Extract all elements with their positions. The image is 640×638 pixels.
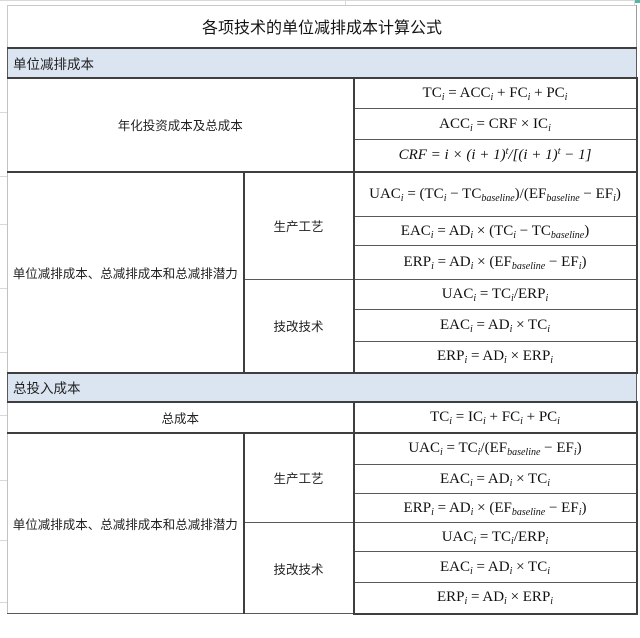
label-retrofit-technology-2: 技改技术 [242,522,354,614]
formula-crf: CRF = i × (i + 1)t/[(i + 1)t − 1] [352,139,638,172]
formula-erp-production-2: ERPi = ADi × (EFbaseline − EFi) [352,493,638,523]
label-production-process-2: 生产工艺 [242,431,354,523]
section-header-total-input-cost: 总投入成本 [6,371,638,403]
formula-eac-retrofit-1: EACi = ADi × TCi [352,309,638,342]
label-retrofit-technology-1: 技改技术 [242,279,354,373]
sheet-top-gridline [0,0,640,1]
formula-eac-production-1: EACi = ADi × (TCi − TCbaseline) [352,216,638,246]
formula-erp-production-1: ERPi = ADi × (EFbaseline − EFi) [352,245,638,280]
formula-table: 各项技术的单位减排成本计算公式 单位减排成本 年化投资成本及总成本 TCi = … [6,5,638,615]
formula-tc-acc: TCi = ACCi + FCi + PCi [352,77,638,109]
formula-erp-retrofit-2: ERPi = ADi × ERPi [352,582,638,615]
formula-eac-production-2: EACi = ADi × TCi [352,464,638,494]
sheet-corner-mark [635,0,640,3]
formula-erp-retrofit-1: ERPi = ADi × ERPi [352,341,638,373]
sheet-row-stub [0,112,7,113]
sheet-column-stub [634,0,635,5]
formula-tc-ic: TCi = ICi + FCi + PCi [352,401,638,433]
label-unit-total-abatement-cost-potential-2: 单位减排成本、总减排成本和总减排潜力 [7,431,244,614]
formula-uac-production-1: UACi = (TCi − TCbaseline)/(EFbaseline − … [352,170,638,217]
label-total-cost: 总成本 [7,401,354,433]
section-header-unit-abatement-cost: 单位减排成本 [6,46,638,79]
page-title: 各项技术的单位减排成本计算公式 [6,5,638,49]
sheet-row-stub [0,288,7,289]
sheet-row-stub [0,480,7,481]
sheet-row-stub [0,602,7,603]
formula-acc-crf: ACCi = CRF × ICi [352,108,638,140]
sheet-row-stub [0,415,7,416]
label-production-process-1: 生产工艺 [242,170,354,280]
sheet-row-stub [0,224,7,225]
sheet-row-stub [0,540,7,541]
sheet-row-stub [0,176,7,177]
label-annualized-investment-and-total-cost: 年化投资成本及总成本 [7,77,354,172]
label-unit-total-abatement-cost-potential-1: 单位减排成本、总减排成本和总减排潜力 [7,170,244,373]
sheet-column-stub [345,0,346,5]
formula-uac-production-2: UACi = TCi/(EFbaseline − EFi) [352,431,638,465]
formula-uac-retrofit-1: UACi = TCi/ERPi [352,279,638,310]
formula-eac-retrofit-2: EACi = ADi × TCi [352,551,638,583]
formula-uac-retrofit-2: UACi = TCi/ERPi [352,522,638,552]
sheet-row-stub [0,352,7,353]
